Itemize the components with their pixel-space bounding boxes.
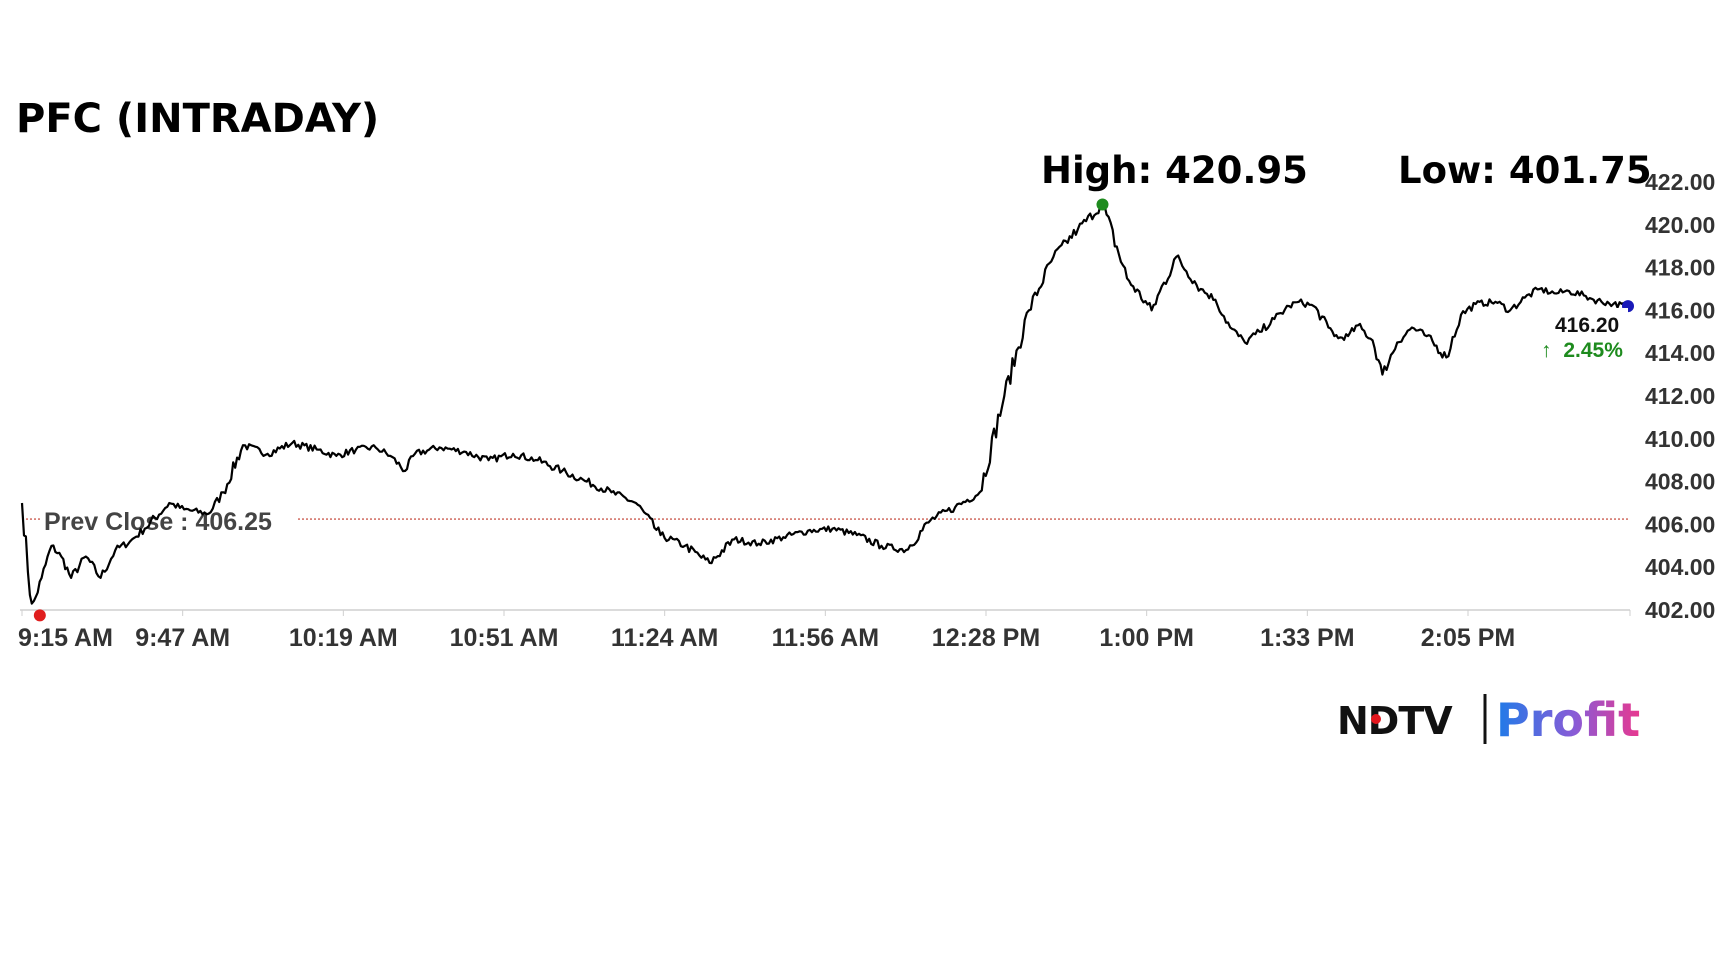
change-percent: 2.45%	[1563, 339, 1623, 362]
y-tick-label: 416.00	[1645, 297, 1715, 323]
x-tick-label: 9:15 AM	[18, 624, 113, 652]
up-arrow-icon: ↑	[1541, 339, 1552, 362]
chart-title: PFC (INTRADAY)	[16, 96, 379, 142]
y-tick-label: 406.00	[1645, 511, 1715, 537]
high-marker	[1096, 198, 1109, 211]
x-ticks: 9:15 AM 9:47 AM 10:19 AM 10:51 AM 11:24 AM 11…	[18, 610, 1631, 652]
low-marker	[33, 609, 46, 622]
change-label: ↑ 2.45%	[1541, 339, 1623, 362]
high-label: High: 420.95	[1041, 149, 1308, 192]
y-tick-label: 408.00	[1645, 469, 1715, 495]
last-price-label: 416.20	[1555, 314, 1619, 337]
brand-ndtv: NDTV	[1337, 699, 1453, 743]
brand-profit: Profit	[1496, 693, 1640, 747]
ndtv-profit-logo: NDTV Profit	[1337, 693, 1640, 747]
y-axis: 422.00 420.00 418.00 416.00 414.00 412.00 410.…	[1645, 169, 1715, 623]
y-tick-label: 422.00	[1645, 169, 1715, 195]
y-tick-label: 404.00	[1645, 554, 1715, 580]
last-price-box	[1540, 308, 1628, 366]
y-tick-label: 420.00	[1645, 212, 1715, 238]
x-tick-label: 2:05 PM	[1421, 624, 1515, 652]
low-label: Low: 401.75	[1398, 149, 1652, 192]
y-tick-label: 402.00	[1645, 597, 1715, 623]
x-tick-label: 1:33 PM	[1260, 624, 1354, 652]
x-tick-label: 11:56 AM	[772, 624, 879, 652]
y-tick-label: 414.00	[1645, 340, 1715, 366]
brand-dot-icon	[1371, 714, 1381, 724]
y-tick-label: 418.00	[1645, 255, 1715, 281]
y-tick-label: 412.00	[1645, 383, 1715, 409]
x-tick-label: 10:51 AM	[450, 624, 559, 652]
x-tick-label: 10:19 AM	[289, 624, 398, 652]
x-tick-label: 11:24 AM	[611, 624, 718, 652]
x-tick-label: 12:28 PM	[932, 624, 1040, 652]
x-tick-label: 1:00 PM	[1099, 624, 1193, 652]
y-tick-label: 410.00	[1645, 426, 1715, 452]
price-series-line	[20, 203, 1629, 605]
prev-close-label: Prev Close : 406.25	[44, 508, 272, 536]
x-tick-label: 9:47 AM	[135, 624, 230, 652]
prev-close-label-bg	[40, 502, 298, 536]
